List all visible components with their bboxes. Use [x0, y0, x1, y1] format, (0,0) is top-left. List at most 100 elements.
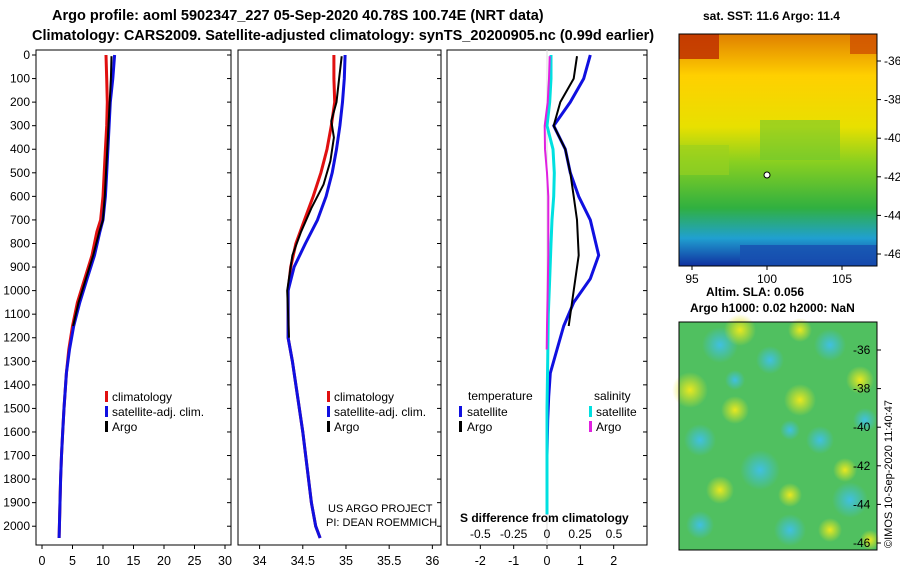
salinity-panel-frame — [237, 49, 442, 546]
legend-swatch-satellite — [327, 406, 330, 417]
legend-label-satellite: satellite-adj. clim. — [112, 405, 204, 419]
sla-high-blob — [672, 372, 708, 408]
y-tick-label: 100 — [10, 72, 30, 86]
map-y-tick-label: -42 — [884, 170, 900, 184]
x-tick-label: 10 — [96, 554, 110, 568]
legend-swatch-temp-satellite — [459, 406, 462, 417]
y-tick-label: 0 — [23, 48, 30, 62]
sla-low-blob — [806, 426, 834, 454]
map-y-tick-label: -38 — [884, 93, 900, 107]
sla-low-blob — [853, 408, 877, 432]
difference-top-tick-label: 0 — [544, 527, 551, 541]
sla-low-blob — [774, 514, 806, 546]
sst-map-title: sat. SST: 11.6 Argo: 11.4 — [703, 9, 840, 23]
y-tick-label: 1500 — [3, 401, 30, 415]
series-line — [543, 56, 551, 350]
x-tick-label: 1 — [577, 554, 584, 568]
map-y-tick-label: -42 — [853, 459, 871, 473]
sla-high-blob — [724, 314, 756, 346]
y-tick-label: 500 — [10, 166, 30, 180]
x-tick-label: 34.5 — [291, 554, 315, 568]
credit-line2: PI: DEAN ROEMMICH — [326, 517, 437, 529]
x-tick-label: 36 — [425, 554, 439, 568]
series-line — [286, 56, 343, 338]
sla-low-blob — [684, 424, 716, 456]
x-tick-label: -2 — [475, 554, 486, 568]
x-tick-label: 0 — [39, 554, 46, 568]
legend-swatch-sal-argo — [589, 421, 592, 432]
y-tick-label: 1400 — [3, 378, 30, 392]
map-y-tick-label: -46 — [884, 247, 900, 261]
float-position-marker — [763, 171, 771, 179]
salinity-series — [286, 54, 347, 539]
legend-label-sal-satellite: satellite — [596, 405, 637, 419]
difference-top-tick-label: -0.5 — [470, 527, 491, 541]
difference-legend: temperature salinity satellite Argo sate… — [459, 389, 637, 434]
x-tick-label: 5 — [69, 554, 76, 568]
map-x-tick-label: 95 — [685, 272, 699, 286]
map-x-tick-label: 100 — [757, 272, 777, 286]
sla-high-blob — [860, 530, 880, 550]
y-tick-label: 300 — [10, 119, 30, 133]
sla-low-blob — [725, 370, 745, 390]
temperature-axis: 0 5 10 15 20 25 30 — [39, 545, 232, 568]
sst-cold-patch — [740, 245, 877, 266]
y-tick-label: 800 — [10, 236, 30, 250]
legend-label-climatology: climatology — [334, 390, 394, 404]
series-line — [72, 56, 113, 327]
sla-blobs — [672, 314, 880, 550]
imos-stamp: ©IMOS 10-Sep-2020 11:40:47 — [883, 400, 895, 548]
x-tick-label: 2 — [610, 554, 617, 568]
temperature-legend: climatology satellite-adj. clim. Argo — [105, 390, 204, 434]
legend-swatch-climatology — [327, 391, 330, 402]
legend-label-climatology: climatology — [112, 390, 172, 404]
series-line — [286, 54, 347, 539]
y-tick-label: 2000 — [3, 519, 30, 533]
y-tick-label: 1800 — [3, 472, 30, 486]
temperature-series — [57, 54, 117, 539]
map-y-tick-label: -38 — [853, 382, 871, 396]
sst-map-axis: -36 -38 -40 -42 -44 -46 95 100 105 — [685, 54, 900, 286]
y-tick-label: 1000 — [3, 284, 30, 298]
legend-label-argo: Argo — [112, 420, 138, 434]
map-y-tick-label: -36 — [853, 343, 871, 357]
legend-label-temp-satellite: satellite — [467, 405, 508, 419]
difference-series — [543, 54, 601, 515]
sla-high-blob — [788, 318, 812, 342]
sla-high-blob — [833, 458, 857, 482]
legend-heading-salinity: salinity — [594, 389, 631, 403]
sst-warm-patch — [679, 34, 719, 59]
sla-map-title-line2: Argo h1000: 0.02 h2000: NaN — [690, 301, 855, 315]
sla-high-blob — [846, 366, 874, 394]
difference-top-tick-label: 0.25 — [568, 527, 592, 541]
x-tick-label: -1 — [508, 554, 519, 568]
difference-top-tick-label: -0.25 — [500, 527, 528, 541]
sla-high-blob — [784, 384, 816, 416]
difference-top-tick-label: 0.5 — [606, 527, 623, 541]
series-line — [552, 56, 580, 327]
x-tick-label: 30 — [218, 554, 232, 568]
sla-low-blob — [780, 420, 800, 440]
title-line1: Argo profile: aoml 5902347_227 05-Sep-20… — [52, 8, 544, 24]
x-tick-label: 35.5 — [377, 554, 401, 568]
temperature-panel-frame — [35, 49, 232, 546]
sst-warm-patch — [850, 34, 877, 54]
map-y-tick-label: -40 — [853, 420, 871, 434]
sla-low-blob — [832, 482, 868, 518]
series-line — [545, 55, 556, 515]
sla-map — [672, 314, 880, 551]
x-tick-label: 25 — [188, 554, 202, 568]
x-tick-label: 0 — [544, 554, 551, 568]
map-x-tick-label: 105 — [832, 272, 852, 286]
y-tick-label: 200 — [10, 95, 30, 109]
sla-map-frame — [678, 321, 878, 551]
x-tick-label: 20 — [157, 554, 171, 568]
legend-label-argo: Argo — [334, 420, 360, 434]
salinity-axis: 34 34.5 35 35.5 36 — [253, 545, 439, 568]
difference-top-axis: -0.5 -0.25 0 0.25 0.5 — [470, 527, 623, 541]
y-tick-label: 1700 — [3, 449, 30, 463]
sla-low-blob — [756, 346, 784, 374]
sla-map-axis: -36 -38 -40 -42 -44 -46 — [853, 343, 881, 550]
y-tick-label: 1200 — [3, 331, 30, 345]
